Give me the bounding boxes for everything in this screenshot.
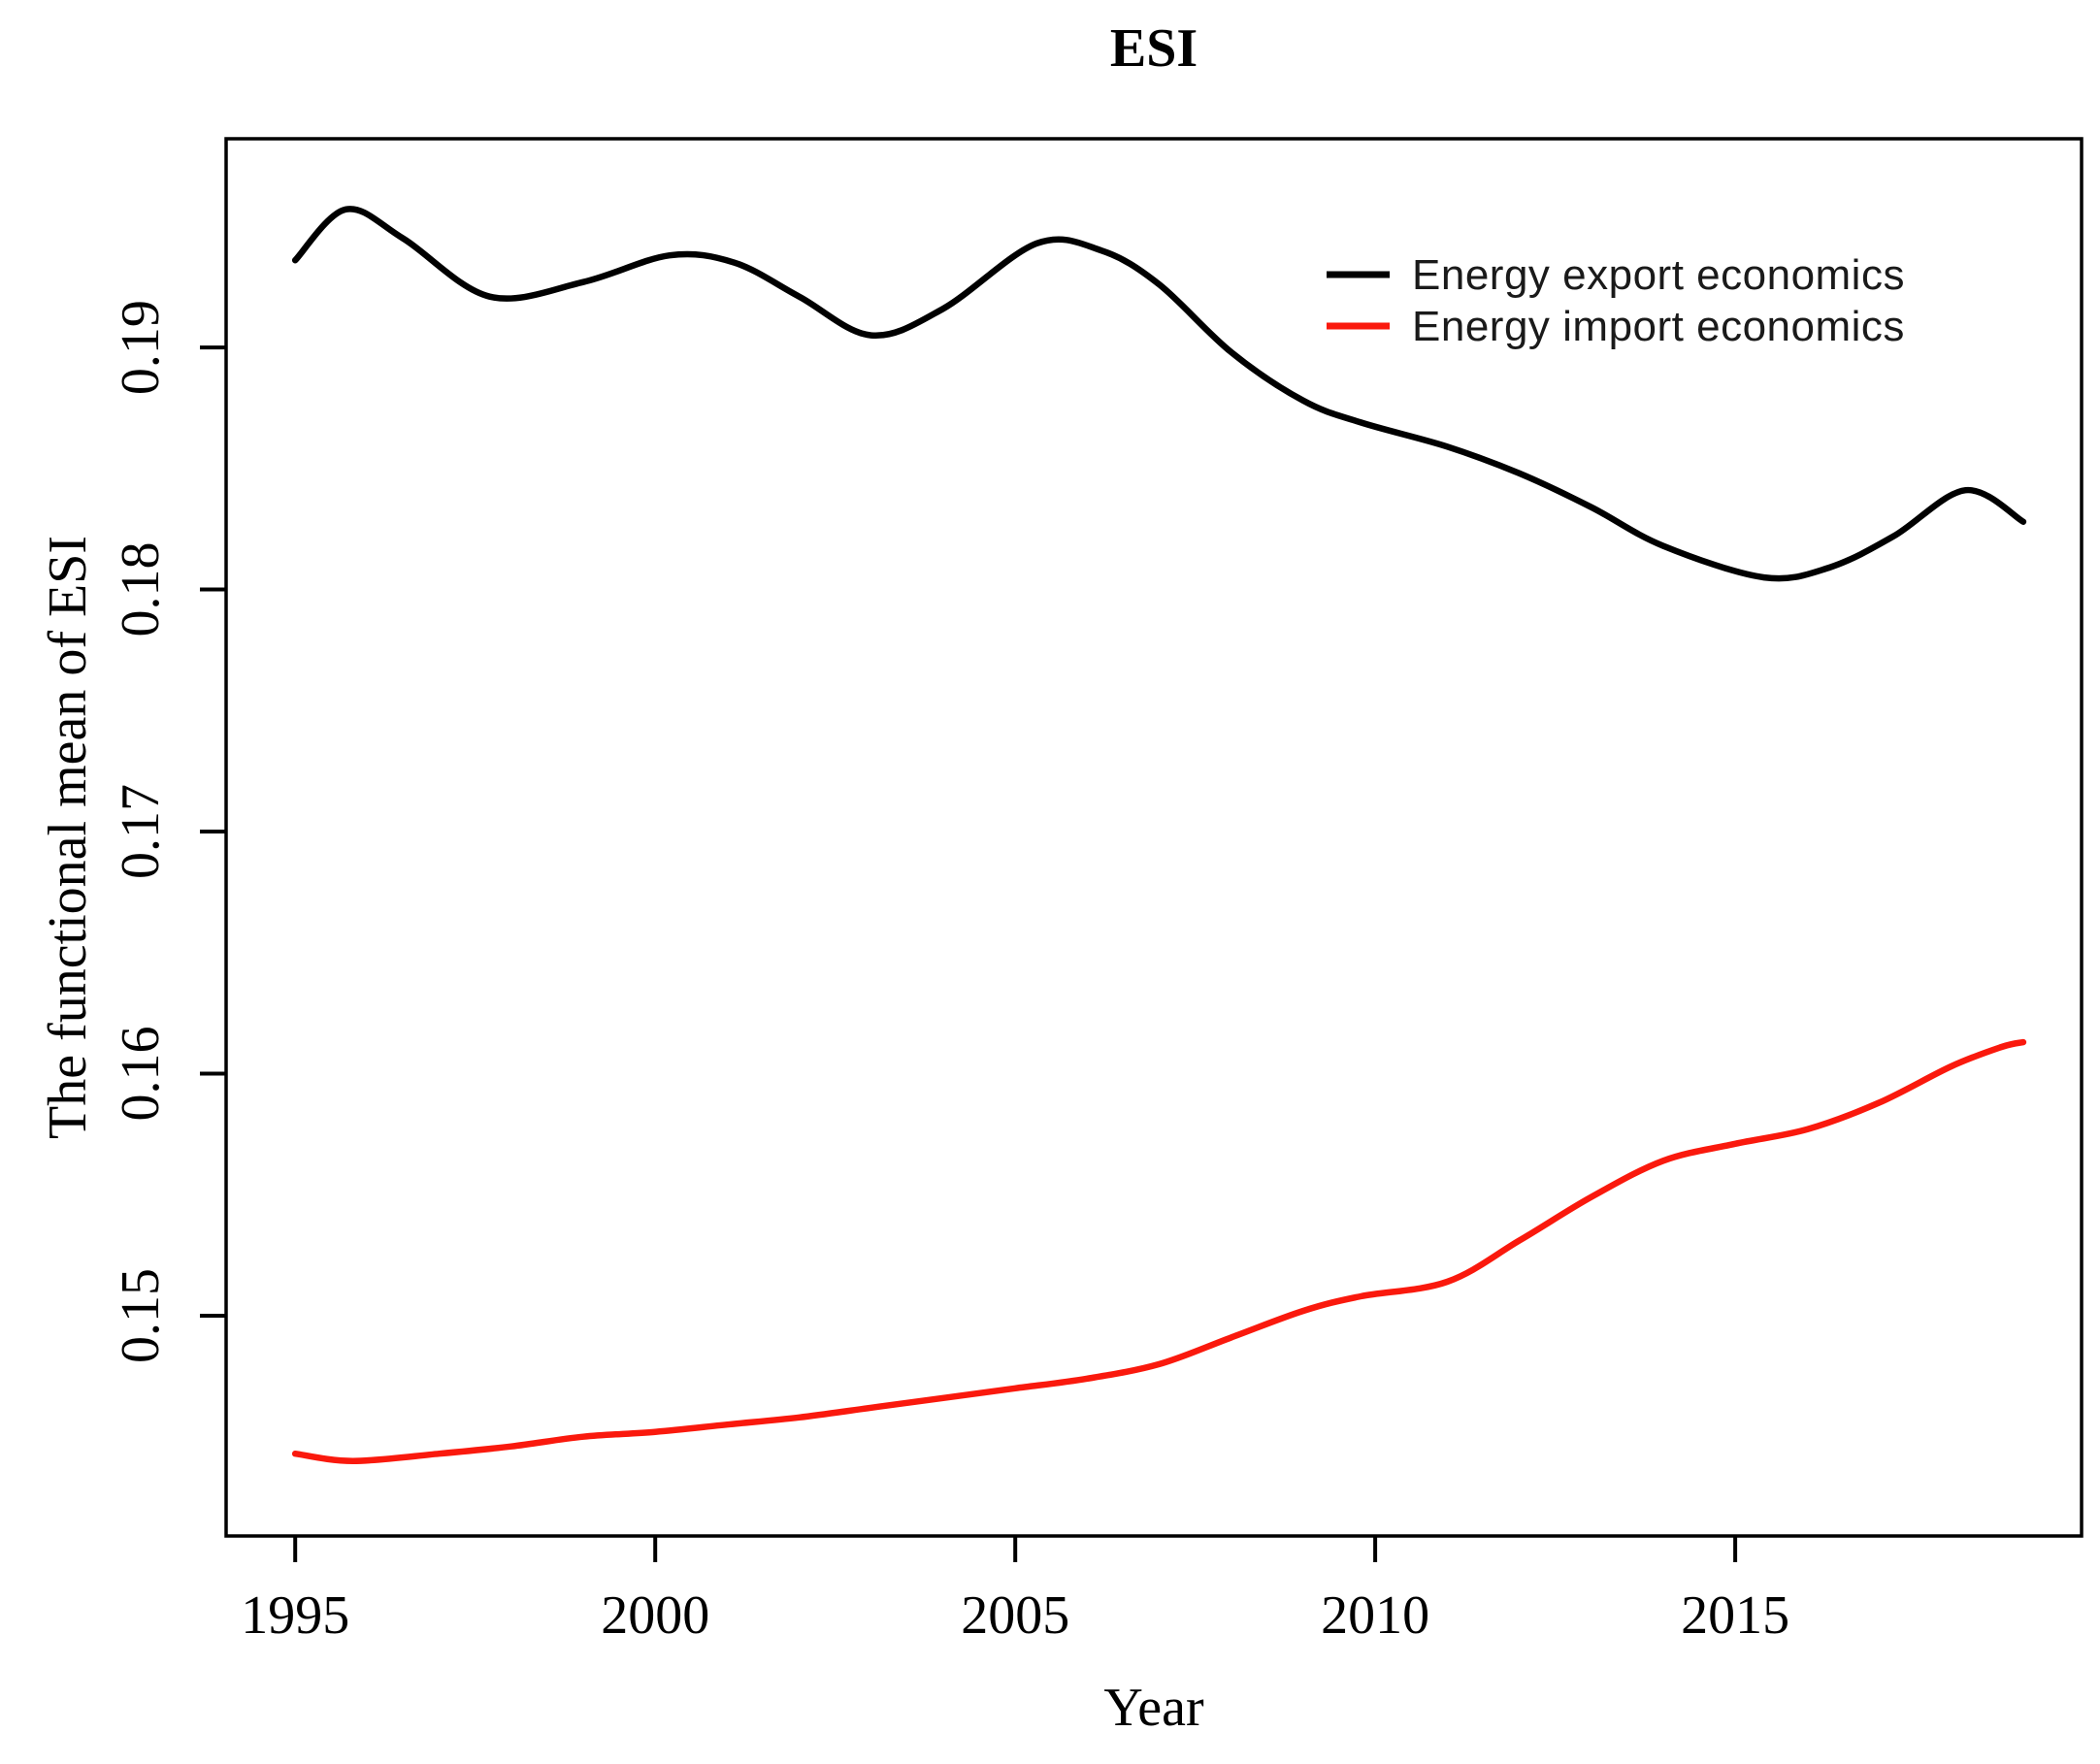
x-tick-label: 2000: [601, 1585, 709, 1646]
chart-title: ESI: [1110, 18, 1198, 79]
y-tick-label: 0.15: [111, 1268, 171, 1363]
series-lines: [291, 206, 2027, 1464]
legend-label-import: Energy import economics: [1412, 303, 1905, 350]
x-tick-label: 2005: [961, 1585, 1069, 1646]
x-tick-label: 2015: [1681, 1585, 1789, 1646]
plot-box: [224, 137, 2084, 1538]
x-tick-label: 1995: [241, 1585, 349, 1646]
series-line-energy-export-economics: [291, 206, 2027, 582]
legend: Energy export economics Energy import ec…: [1327, 251, 1905, 350]
y-tick-label: 0.16: [111, 1027, 171, 1122]
y-tick-label: 0.18: [111, 542, 171, 637]
series-line-energy-import-economics: [291, 1038, 2027, 1464]
legend-label-export: Energy export economics: [1412, 251, 1905, 299]
y-tick-label: 0.17: [111, 784, 171, 879]
x-axis-label: Year: [1103, 1678, 1204, 1738]
y-tick-label: 0.19: [111, 300, 171, 395]
y-axis-label: The functional mean of ESI: [38, 536, 98, 1139]
x-tick-label: 2010: [1321, 1585, 1429, 1646]
y-axis: 0.15 0.16 0.17 0.18 0.19: [111, 300, 226, 1363]
x-axis: 1995 2000 2005 2010 2015: [241, 1536, 1789, 1646]
